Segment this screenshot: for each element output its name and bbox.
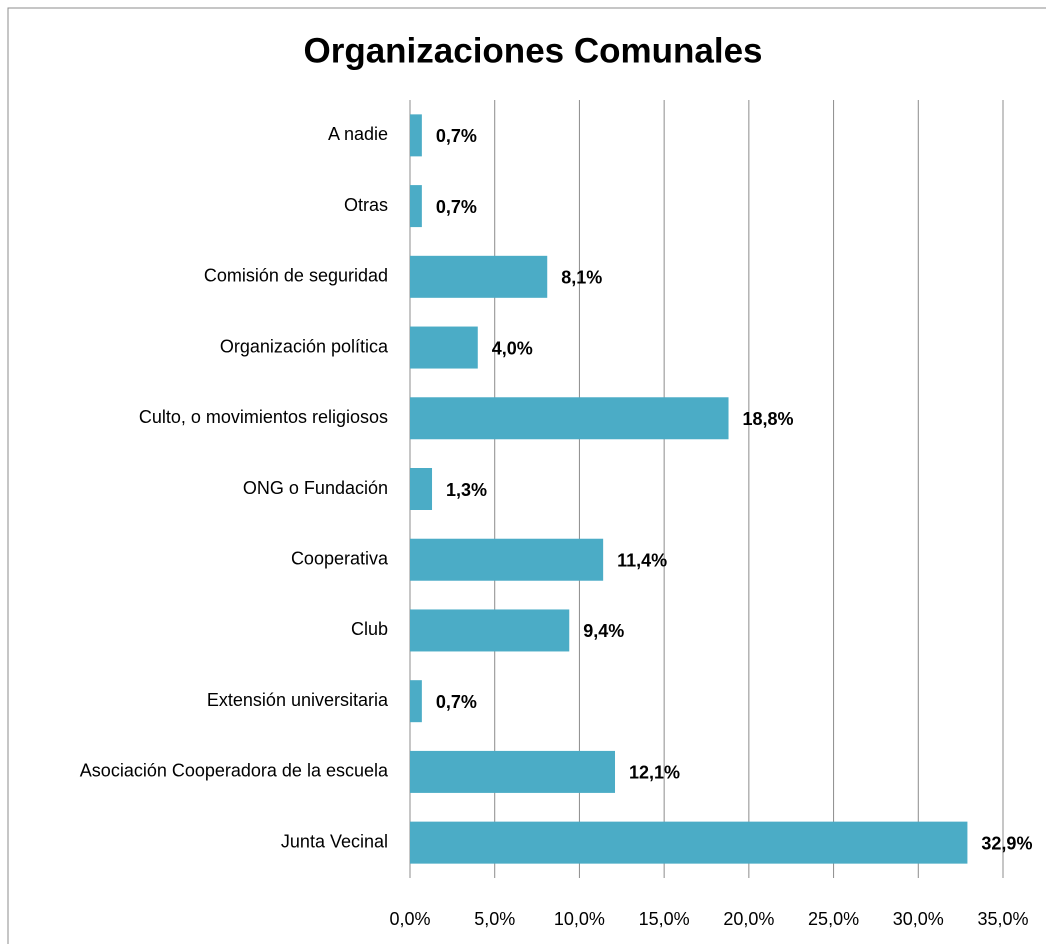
bar <box>410 750 616 793</box>
y-tick-label: Asociación Cooperadora de la escuela <box>80 761 389 781</box>
y-tick-label: Cooperativa <box>291 548 389 568</box>
bar <box>410 609 570 652</box>
bar <box>410 114 422 157</box>
y-tick-label: Club <box>351 619 388 639</box>
data-label: 0,7% <box>436 126 477 146</box>
y-tick-label: Organización política <box>220 336 389 356</box>
bar <box>410 255 548 298</box>
data-label: 0,7% <box>436 197 477 217</box>
bar <box>410 397 729 440</box>
x-tick-label: 15,0% <box>639 909 690 929</box>
y-tick-label: Otras <box>344 195 388 215</box>
x-tick-label: 20,0% <box>723 909 774 929</box>
x-tick-label: 35,0% <box>977 909 1028 929</box>
x-tick-label: 10,0% <box>554 909 605 929</box>
data-label: 12,1% <box>629 763 680 783</box>
x-tick-label: 30,0% <box>893 909 944 929</box>
bar <box>410 538 604 581</box>
data-label: 18,8% <box>743 409 794 429</box>
bar <box>410 680 422 723</box>
y-tick-label: ONG o Fundación <box>243 478 388 498</box>
data-label: 1,3% <box>446 480 487 500</box>
bar <box>410 821 968 864</box>
y-tick-label: Extensión universitaria <box>207 690 389 710</box>
x-tick-label: 5,0% <box>474 909 515 929</box>
y-tick-label: A nadie <box>328 124 388 144</box>
data-label: 11,4% <box>617 550 667 570</box>
y-tick-label: Comisión de seguridad <box>204 266 388 286</box>
y-tick-label: Junta Vecinal <box>281 831 388 851</box>
data-label: 32,9% <box>981 833 1032 853</box>
data-label: 9,4% <box>583 621 624 641</box>
data-label: 0,7% <box>436 692 477 712</box>
y-tick-label: Culto, o movimientos religiosos <box>139 407 388 427</box>
data-label: 8,1% <box>561 268 602 288</box>
bar <box>410 185 422 228</box>
bar <box>410 326 478 369</box>
x-tick-label: 0,0% <box>389 909 430 929</box>
chart-title: Organizaciones Comunales <box>303 31 762 70</box>
bar <box>410 468 433 510</box>
chart-border <box>7 7 1046 944</box>
x-tick-label: 25,0% <box>808 909 859 929</box>
data-label: 4,0% <box>492 338 533 358</box>
